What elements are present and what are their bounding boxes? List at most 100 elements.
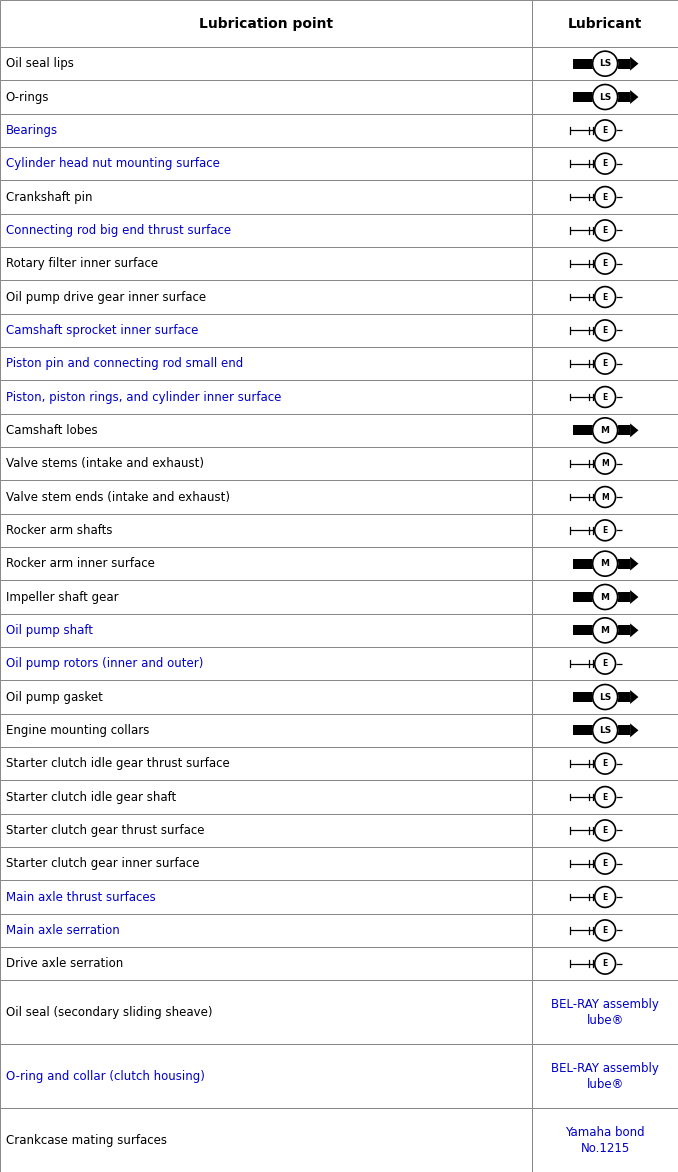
Text: E: E (603, 293, 607, 301)
Bar (532, 481, 678, 513)
Bar (532, 914, 678, 947)
Polygon shape (630, 591, 639, 604)
Circle shape (595, 786, 616, 808)
Text: LS: LS (599, 60, 612, 68)
Bar (0, 0, 532, 47)
Circle shape (595, 653, 616, 674)
Bar (0, 148, 532, 180)
Text: Starter clutch gear thrust surface: Starter clutch gear thrust surface (5, 824, 204, 837)
Text: Crankshaft pin: Crankshaft pin (5, 191, 92, 204)
Circle shape (595, 253, 616, 274)
Text: Rocker arm inner surface: Rocker arm inner surface (5, 557, 155, 571)
Text: E: E (603, 526, 607, 534)
Polygon shape (630, 723, 639, 737)
Polygon shape (630, 690, 639, 704)
Bar (0, 1044, 532, 1108)
Circle shape (593, 551, 618, 577)
Text: E: E (603, 259, 607, 268)
Circle shape (595, 820, 616, 840)
Text: Engine mounting collars: Engine mounting collars (5, 724, 149, 737)
Bar (0, 781, 532, 813)
Bar (0, 1108, 532, 1172)
Circle shape (595, 387, 616, 408)
Circle shape (595, 120, 616, 141)
Text: BEL-RAY assembly
lube®: BEL-RAY assembly lube® (551, 997, 659, 1027)
Text: Lubricant: Lubricant (568, 16, 642, 30)
Text: E: E (603, 360, 607, 368)
Bar (532, 880, 678, 914)
Text: E: E (603, 326, 607, 335)
Bar (532, 0, 678, 47)
Bar (0, 980, 532, 1044)
Circle shape (595, 887, 616, 907)
Text: Starter clutch gear inner surface: Starter clutch gear inner surface (5, 857, 199, 871)
Text: Oil pump drive gear inner surface: Oil pump drive gear inner surface (5, 291, 205, 304)
Polygon shape (630, 423, 639, 437)
Text: Main axle serration: Main axle serration (5, 924, 119, 936)
Circle shape (595, 287, 616, 307)
Bar (0, 213, 532, 247)
Text: E: E (603, 926, 607, 935)
Bar (0, 714, 532, 747)
Bar (0, 280, 532, 314)
Bar (532, 414, 678, 448)
Bar (573, 725, 593, 735)
Bar (532, 647, 678, 681)
Circle shape (595, 920, 616, 941)
Bar (532, 547, 678, 580)
Bar (618, 626, 630, 635)
Text: M: M (601, 425, 610, 435)
Bar (532, 747, 678, 781)
Text: Oil seal lips: Oil seal lips (5, 57, 73, 70)
Text: LS: LS (599, 93, 612, 102)
Text: Starter clutch idle gear shaft: Starter clutch idle gear shaft (5, 791, 176, 804)
Bar (573, 59, 593, 69)
Text: E: E (603, 192, 607, 202)
Text: E: E (603, 127, 607, 135)
Bar (0, 647, 532, 681)
Text: Main axle thrust surfaces: Main axle thrust surfaces (5, 891, 155, 904)
Bar (0, 114, 532, 148)
Bar (532, 781, 678, 813)
Bar (0, 880, 532, 914)
Text: LS: LS (599, 693, 612, 702)
Circle shape (595, 953, 616, 974)
Text: E: E (603, 660, 607, 668)
Text: Crankcase mating surfaces: Crankcase mating surfaces (5, 1133, 167, 1146)
Bar (0, 947, 532, 980)
Bar (532, 314, 678, 347)
Bar (532, 847, 678, 880)
Bar (532, 1108, 678, 1172)
Bar (532, 81, 678, 114)
Text: Impeller shaft gear: Impeller shaft gear (5, 591, 118, 604)
Text: Oil pump gasket: Oil pump gasket (5, 690, 102, 703)
Bar (618, 93, 630, 102)
Text: Piston pin and connecting rod small end: Piston pin and connecting rod small end (5, 357, 243, 370)
Text: E: E (603, 826, 607, 834)
Circle shape (593, 618, 618, 643)
Bar (0, 813, 532, 847)
Text: E: E (603, 792, 607, 802)
Bar (618, 425, 630, 435)
Polygon shape (630, 57, 639, 70)
Text: E: E (603, 759, 607, 768)
Bar (532, 813, 678, 847)
Bar (532, 247, 678, 280)
Text: O-ring and collar (clutch housing): O-ring and collar (clutch housing) (5, 1070, 205, 1083)
Bar (532, 513, 678, 547)
Bar (0, 747, 532, 781)
Circle shape (595, 354, 616, 374)
Text: E: E (603, 959, 607, 968)
Bar (0, 481, 532, 513)
Text: Cylinder head nut mounting surface: Cylinder head nut mounting surface (5, 157, 220, 170)
Bar (532, 280, 678, 314)
Circle shape (595, 186, 616, 207)
Text: E: E (603, 159, 607, 169)
Text: M: M (601, 559, 610, 568)
Circle shape (593, 52, 618, 76)
Bar (0, 914, 532, 947)
Bar (532, 180, 678, 213)
Text: LS: LS (599, 725, 612, 735)
Bar (0, 414, 532, 448)
Bar (0, 314, 532, 347)
